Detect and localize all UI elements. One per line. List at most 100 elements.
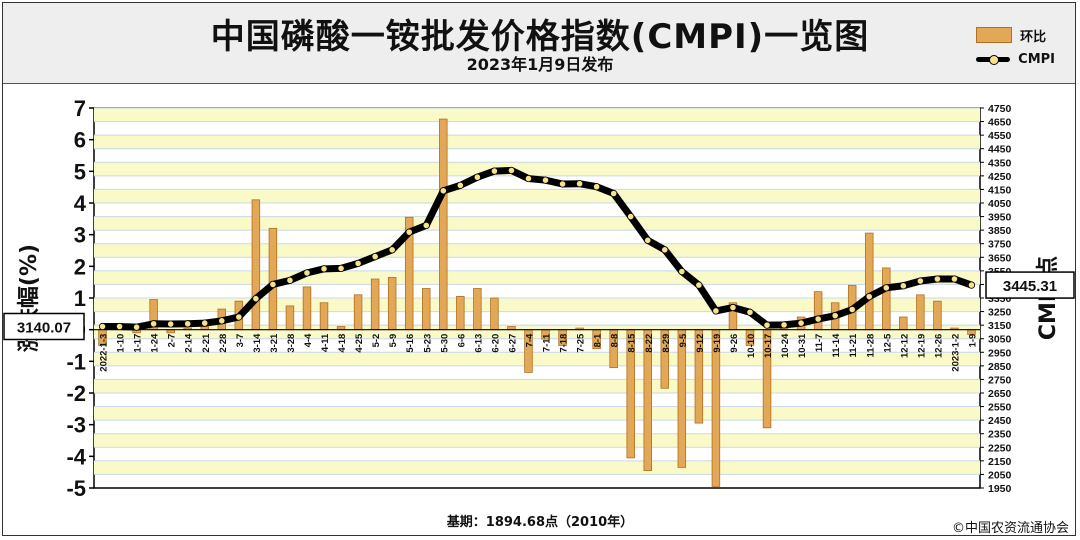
y-tick-label: 2 [74,254,86,279]
y-tick-label: -4 [66,444,86,469]
cmpi-point [490,167,499,175]
x-tick-label: 6-13 [473,334,484,353]
y2-tick-label: 2650 [988,388,1012,400]
x-tick-label: 9-12 [695,334,706,353]
x-tick-label: 4-11 [320,333,331,352]
x-tick-label: 2-7 [167,334,178,348]
cmpi-point [388,246,396,254]
x-tick-label: 2-14 [184,333,195,353]
x-tick-label: 7-25 [576,333,587,353]
x-tick-label: 1-17 [133,334,144,353]
cmpi-point [269,280,277,289]
right-value-callout [985,271,1075,299]
cmpi-point [320,265,328,273]
y-tick-label: 7 [74,96,86,121]
cmpi-point [575,180,584,188]
y2-tick-label: 2750 [988,374,1012,386]
bar [882,267,891,331]
y2-tick-label: 3750 [988,239,1012,251]
cmpi-point [286,276,294,284]
x-tick-label: 8-22 [644,334,655,353]
bar [387,277,397,331]
y2-tick-label: 3150 [988,320,1012,332]
x-tick-label: 6-6 [456,334,467,348]
x-tick-label: 3-14 [252,333,263,353]
cmpi-point [507,166,516,175]
cmpi-point [541,176,550,184]
x-tick-label: 12-5 [882,333,893,353]
y2-tick-label: 3650 [988,252,1012,264]
x-tick-label: 3-7 [235,334,246,348]
cmpi-point [729,303,737,312]
x-tick-label: 5-16 [405,334,416,353]
grid-band [94,189,980,203]
cmpi-point [644,236,652,244]
cmpi-point [184,320,192,328]
y2-tick-label: 4250 [988,171,1012,183]
cmpi-point [610,189,618,198]
cmpi-point [456,181,464,189]
chart-title: 中国磷酸一铵批发价格指数(CMPI)一览图 [210,17,870,57]
y-tick-label: 1 [74,286,86,311]
right-value-label: 3445.31 [1003,278,1057,295]
left-value-label: 3140.07 [17,319,71,336]
cmpi-point [524,174,533,183]
x-tick-label: 11-14 [831,333,842,357]
bar [422,288,431,331]
x-tick-label: 10-31 [797,333,808,358]
x-tick-label: 10-10 [746,334,757,358]
y-tick-label: -3 [66,413,86,438]
x-tick-label: 2-21 [201,333,212,353]
bar [490,297,499,331]
cmpi-point [558,180,567,188]
x-tick-label: 8-15 [627,333,638,353]
bar [370,278,380,331]
y2-tick-label: 2550 [988,402,1012,414]
x-tick-label: 2-28 [218,334,229,353]
cmpi-point [950,275,959,283]
bar [916,294,925,331]
chart-legend: 环比 CMPI [976,23,1055,71]
left-value-callout [3,312,85,341]
grid-band [94,162,980,176]
bar [933,300,942,331]
copyright-note: ©中国农资流通协会 [951,521,1069,536]
y2-tick-label: 4750 [988,103,1012,115]
cmpi-point [132,323,141,331]
cmpi-point [831,312,839,320]
x-tick-label: 11-7 [814,334,825,353]
grid-band [94,298,980,312]
x-tick-label: 4-18 [337,334,348,353]
cmpi-point [354,259,362,267]
cmpi-point [797,319,805,327]
x-tick-label: 9-26 [729,334,740,353]
y2-tick-label: 1950 [988,483,1012,495]
x-tick-label: 1-9 [967,334,978,348]
y2-tick-label: 4350 [988,157,1012,169]
cmpi-point [201,319,209,327]
bar [865,232,874,331]
x-tick-label: 6-27 [507,334,518,353]
cmpi-point [933,275,942,283]
cmpi-point [337,264,345,273]
cmpi-point [695,281,703,289]
legend-line-swatch [976,54,1011,65]
y2-tick-label: 3850 [988,225,1012,237]
x-tick-label: 10-17 [763,334,774,358]
cmpi-point [882,284,890,292]
cmpi-point [865,293,873,301]
x-tick-label: 4-4 [303,333,314,347]
grid-band [94,216,980,231]
x-tick-label: 4-25 [354,333,365,353]
cmpi-point [848,305,856,314]
cmpi-point [661,246,669,254]
legend-bar-label: 环比 [1020,29,1047,45]
x-tick-label: 6-20 [490,334,501,353]
bar [268,227,278,331]
legend-line-label: CMPI [1018,51,1055,67]
grid-band [94,325,980,339]
legend-item-bar: 环比 [976,23,1055,47]
y2-tick-label: 2450 [988,415,1012,427]
cmpi-point [627,212,635,221]
